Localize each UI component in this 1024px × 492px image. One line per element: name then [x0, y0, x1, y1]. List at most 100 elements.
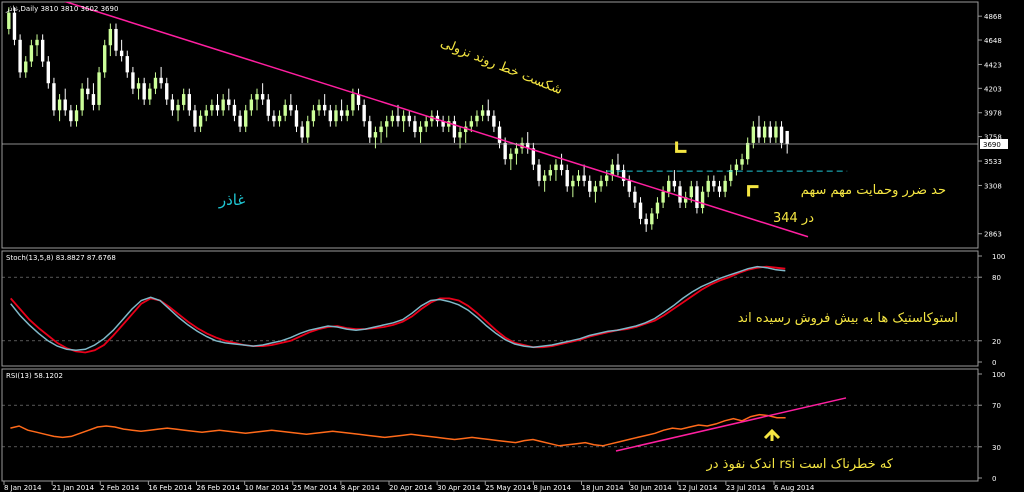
candle-body [74, 110, 79, 122]
rsi-pane-title: RSI(13) 58.1202 [6, 372, 63, 380]
rsi-pane [1, 368, 979, 482]
candle-body [396, 115, 400, 122]
candle-body [700, 191, 705, 209]
candle-body [424, 121, 428, 127]
x-tick-label: 18 Jun 2014 [582, 484, 625, 492]
candle-body [751, 126, 756, 143]
x-tick-label: 23 Jul 2014 [726, 484, 766, 492]
candle-body [221, 99, 225, 111]
candle-body [40, 39, 45, 62]
current-price-label: 3690 [983, 141, 1001, 149]
candle-body [526, 142, 530, 149]
candle-body [328, 110, 333, 122]
candle-body [401, 115, 406, 122]
candle-body [351, 94, 355, 111]
candle-body [103, 45, 107, 73]
candle-body [565, 170, 569, 187]
y-tick-label: 80 [992, 274, 1001, 282]
candle-body [757, 126, 761, 138]
candle-body [678, 186, 682, 203]
candle-body [181, 94, 186, 105]
candle-body [339, 110, 344, 116]
candle-body [616, 164, 620, 171]
candle-body [159, 77, 163, 84]
candle-body [458, 132, 462, 138]
candle-body [86, 88, 90, 95]
candle-body [475, 115, 479, 122]
candle-body [385, 121, 389, 127]
candle-body [542, 175, 547, 181]
y-tick-label: 100 [992, 253, 1005, 261]
y-tick-label: 100 [992, 371, 1005, 379]
candle-body [80, 88, 84, 111]
candle-body [170, 99, 175, 111]
candle-body [706, 180, 710, 192]
candle-body [537, 164, 541, 181]
candle-body [227, 99, 231, 105]
candle-body [153, 77, 158, 89]
candle-body [300, 126, 304, 138]
candle-body [588, 180, 592, 192]
candle-body [57, 99, 62, 111]
x-tick-label: 12 Jul 2014 [678, 484, 718, 492]
candle-body [114, 28, 118, 51]
candle-body [24, 61, 28, 73]
candle-body [554, 164, 558, 171]
candle-body [734, 164, 739, 171]
candle-body [441, 121, 445, 127]
candle-body [661, 191, 665, 203]
candle-body [266, 99, 270, 116]
y-tick-label: 30 [992, 444, 1001, 452]
candle-body [29, 45, 34, 62]
x-tick-label: 8 Jun 2014 [533, 484, 571, 492]
arrow-down-right-icon [675, 141, 687, 153]
arrow-up-icon [763, 428, 781, 441]
candle-body [244, 110, 248, 127]
candle-body [46, 61, 50, 84]
candle-body [136, 83, 141, 89]
y-tick-label: 2863 [984, 231, 1002, 239]
candle-body [18, 39, 22, 73]
candle-body [277, 115, 282, 122]
y-tick-label: 3533 [984, 158, 1002, 166]
candle-body [322, 104, 327, 111]
candle-body [469, 121, 474, 127]
candle-body [638, 202, 643, 219]
current-price-box [980, 138, 1008, 149]
candle-body [210, 104, 214, 111]
candle-body [514, 148, 519, 154]
candle-body [52, 83, 56, 111]
candle-body [729, 170, 733, 181]
candle-body [91, 94, 96, 105]
candle-body [712, 180, 716, 187]
candle-body [695, 186, 699, 209]
candle-body [306, 121, 310, 138]
main-pane-title: غاذر,Daily 3810 3810 3602 3690 [5, 5, 118, 13]
series-line [10, 413, 786, 447]
candle-body [407, 115, 411, 122]
candle-body [272, 115, 276, 122]
candle-body [311, 110, 316, 122]
y-tick-label: 3758 [984, 134, 1002, 142]
candle-body [373, 132, 378, 138]
stoch-pane [1, 250, 979, 367]
candle-body [774, 126, 778, 138]
x-tick-label: 10 Mar 2014 [245, 484, 290, 492]
candle-body [452, 121, 457, 138]
candle-body [63, 99, 67, 111]
x-tick-label: 20 Apr 2014 [389, 484, 433, 492]
candle-body [7, 12, 11, 29]
y-tick-label: 3308 [984, 182, 1002, 190]
candle-body [503, 142, 507, 160]
candle-body [97, 72, 101, 105]
candle-body [672, 180, 677, 187]
x-tick-label: 30 Jun 2014 [630, 484, 673, 492]
candle-body [559, 164, 564, 171]
x-tick-label: 8 Jan 2014 [4, 484, 42, 492]
candle-body [238, 115, 242, 127]
y-tick-label: 4868 [984, 13, 1002, 21]
candle-body [576, 175, 581, 181]
candle-body [447, 121, 451, 127]
candle-body [683, 197, 688, 203]
